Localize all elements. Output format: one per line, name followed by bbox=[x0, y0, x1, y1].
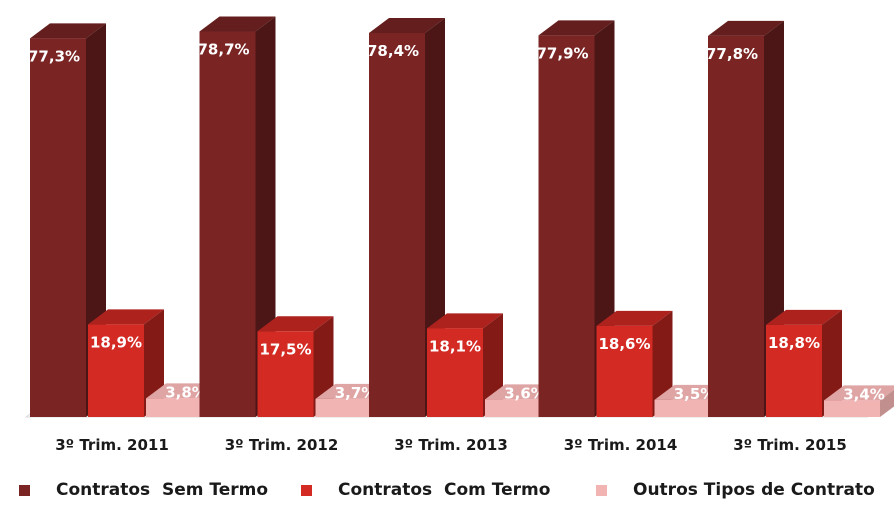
bar-front-series-2-cat-3 bbox=[654, 399, 711, 417]
bar-top-series-1-cat-1 bbox=[257, 316, 334, 332]
legend-item-sem-termo: Contratos Sem Termo bbox=[19, 480, 268, 500]
legend-label-com-termo: Contratos Com Termo bbox=[338, 480, 551, 500]
bar-top-series-0-cat-2 bbox=[369, 17, 445, 33]
bar-series-0-cat-1 bbox=[199, 16, 276, 418]
bar-top-series-0-cat-3 bbox=[538, 20, 615, 36]
bar-side-series-1-cat-4 bbox=[822, 309, 842, 417]
bar-side-series-0-cat-1 bbox=[255, 16, 276, 418]
data-label-series-2-cat-1: 3,7% bbox=[335, 384, 377, 402]
bar-front-series-0-cat-3 bbox=[538, 35, 595, 417]
bar-top-series-0-cat-0 bbox=[30, 23, 106, 39]
bar-top-series-2-cat-4 bbox=[824, 385, 894, 401]
bar-front-series-2-cat-1 bbox=[315, 398, 372, 417]
bar-series-0-cat-0 bbox=[30, 23, 106, 417]
data-label-series-0-cat-2: 78,4% bbox=[367, 42, 419, 60]
data-label-series-1-cat-4: 18,8% bbox=[768, 334, 820, 352]
bar-side-series-0-cat-2 bbox=[425, 17, 445, 418]
bar-front-series-2-cat-2 bbox=[485, 399, 541, 417]
data-label-series-2-cat-4: 3,4% bbox=[843, 385, 885, 403]
bar-series-1-cat-4 bbox=[766, 309, 842, 417]
data-label-series-2-cat-3: 3,5% bbox=[674, 385, 716, 403]
data-label-series-0-cat-0: 77,3% bbox=[28, 47, 80, 65]
category-label-2: 3º Trim. 2013 bbox=[394, 436, 508, 454]
data-label-series-1-cat-0: 18,9% bbox=[90, 333, 142, 351]
data-label-series-1-cat-1: 17,5% bbox=[259, 340, 311, 358]
bar-front-series-1-cat-3 bbox=[596, 325, 653, 417]
bar-top-series-1-cat-2 bbox=[427, 313, 503, 329]
bar-series-1-cat-1 bbox=[257, 316, 334, 417]
bar-series-0-cat-2 bbox=[369, 17, 445, 418]
bar-side-series-2-cat-4 bbox=[880, 389, 894, 417]
category-label-1: 3º Trim. 2012 bbox=[225, 436, 339, 454]
bar-front-series-2-cat-4 bbox=[824, 400, 880, 417]
data-label-series-2-cat-2: 3,6% bbox=[504, 384, 546, 402]
bar-front-series-0-cat-2 bbox=[369, 32, 425, 417]
bar-top-series-1-cat-4 bbox=[766, 309, 842, 325]
bar-series-1-cat-0 bbox=[88, 309, 164, 417]
category-label-3: 3º Trim. 2014 bbox=[564, 436, 678, 454]
data-label-series-1-cat-3: 18,6% bbox=[598, 335, 650, 353]
legend: Contratos Sem Termo Contratos Com Termo … bbox=[0, 480, 894, 504]
bar-top-series-1-cat-0 bbox=[88, 309, 164, 325]
bar-front-series-0-cat-4 bbox=[708, 35, 764, 418]
bar-top-series-0-cat-1 bbox=[199, 16, 276, 32]
chart: 77,3% 18,9% 3,8% 3º Trim. 2011 78,7% 17,5% 3,7… bbox=[24, 16, 894, 454]
category-label-4: 3º Trim. 2015 bbox=[733, 436, 847, 454]
bar-front-series-1-cat-0 bbox=[88, 324, 144, 417]
data-label-series-0-cat-3: 77,9% bbox=[537, 44, 589, 62]
data-label-series-0-cat-4: 77,8% bbox=[706, 45, 758, 63]
legend-label-outros: Outros Tipos de Contrato bbox=[633, 480, 875, 500]
bar-top-series-0-cat-4 bbox=[708, 20, 784, 36]
bar-front-series-0-cat-0 bbox=[30, 38, 86, 417]
bar-front-series-1-cat-1 bbox=[257, 331, 314, 417]
bar-front-series-2-cat-0 bbox=[146, 398, 202, 417]
legend-label-sem-termo: Contratos Sem Termo bbox=[56, 480, 269, 500]
legend-swatch-outros bbox=[596, 484, 607, 496]
legend-swatch-sem-termo bbox=[19, 484, 30, 496]
bar-front-series-1-cat-2 bbox=[427, 328, 483, 417]
legend-swatch-com-termo bbox=[301, 484, 312, 496]
bar-front-series-0-cat-1 bbox=[199, 31, 256, 418]
bar-series-0-cat-4 bbox=[708, 20, 784, 418]
legend-item-outros: Outros Tipos de Contrato bbox=[596, 480, 875, 500]
legend-item-com-termo: Contratos Com Termo bbox=[301, 480, 550, 500]
data-label-series-2-cat-0: 3,8% bbox=[165, 383, 207, 401]
data-label-series-1-cat-2: 18,1% bbox=[429, 337, 481, 355]
bar-front-series-1-cat-4 bbox=[766, 324, 822, 417]
bar-top-series-1-cat-3 bbox=[596, 310, 673, 326]
category-label-0: 3º Trim. 2011 bbox=[55, 436, 169, 454]
data-label-series-0-cat-1: 78,7% bbox=[198, 40, 250, 58]
bar-series-2-cat-4 bbox=[824, 385, 894, 417]
